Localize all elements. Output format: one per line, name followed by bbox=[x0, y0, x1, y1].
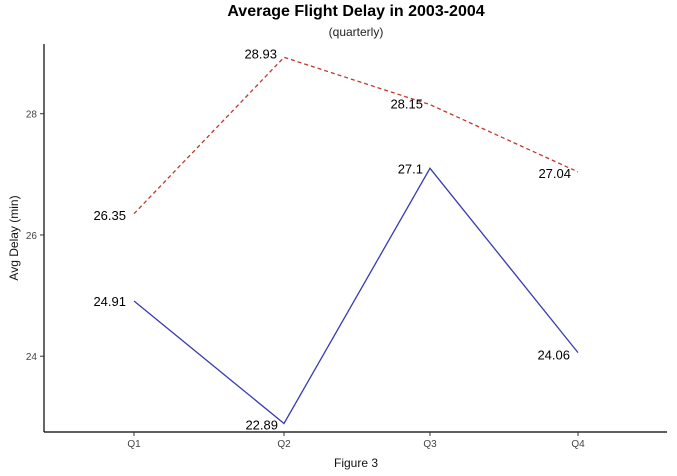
chart-title: Average Flight Delay in 2003-2004 bbox=[227, 3, 484, 20]
data-label: 24.91 bbox=[93, 294, 126, 309]
series-line-solid bbox=[133, 167, 579, 425]
series-line-dashed bbox=[133, 56, 579, 215]
x-tick-label: Q4 bbox=[571, 439, 585, 450]
data-label: 27.1 bbox=[398, 161, 423, 176]
x-tick-label: Q3 bbox=[423, 439, 437, 450]
data-label: 28.15 bbox=[390, 97, 423, 112]
y-tick-label: 28 bbox=[26, 110, 38, 121]
data-label: 24.06 bbox=[537, 348, 570, 363]
data-labels: 24.91 22.89 27.1 24.06 26.35 28.93 28.15 27.04 bbox=[93, 46, 571, 432]
data-label: 22.89 bbox=[245, 418, 278, 433]
axis-ticks: 24 26 28 Q1 Q2 Q3 Q4 bbox=[26, 110, 585, 450]
x-tick-label: Q1 bbox=[127, 439, 141, 450]
data-label: 28.93 bbox=[244, 46, 277, 61]
y-tick-label: 26 bbox=[26, 231, 38, 242]
y-tick-label: 24 bbox=[26, 352, 38, 363]
series-lines bbox=[133, 56, 579, 425]
x-axis-label: Figure 3 bbox=[334, 456, 378, 470]
data-label: 26.35 bbox=[93, 208, 126, 223]
chart-subtitle: (quarterly) bbox=[329, 25, 384, 39]
x-tick-label: Q2 bbox=[277, 439, 291, 450]
y-axis-label: Avg Delay (min) bbox=[7, 195, 21, 280]
data-label: 27.04 bbox=[538, 166, 571, 181]
